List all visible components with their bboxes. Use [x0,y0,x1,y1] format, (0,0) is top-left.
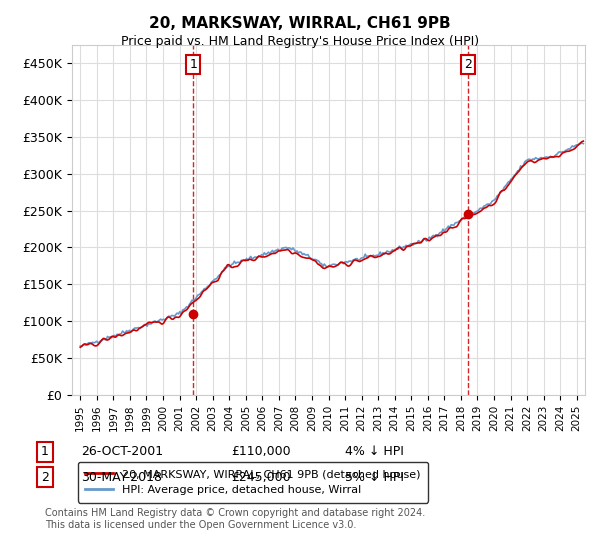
Text: 2: 2 [464,58,472,71]
Text: 2: 2 [41,470,49,484]
Text: 1: 1 [41,445,49,459]
Text: 30-MAY-2018: 30-MAY-2018 [81,470,162,484]
Text: Price paid vs. HM Land Registry's House Price Index (HPI): Price paid vs. HM Land Registry's House … [121,35,479,48]
Text: 4% ↓ HPI: 4% ↓ HPI [345,445,404,459]
Text: Contains HM Land Registry data © Crown copyright and database right 2024.
This d: Contains HM Land Registry data © Crown c… [45,508,425,530]
Text: £245,000: £245,000 [231,470,290,484]
Text: 20, MARKSWAY, WIRRAL, CH61 9PB: 20, MARKSWAY, WIRRAL, CH61 9PB [149,16,451,31]
Text: £110,000: £110,000 [231,445,290,459]
Legend: 20, MARKSWAY, WIRRAL, CH61 9PB (detached house), HPI: Average price, detached ho: 20, MARKSWAY, WIRRAL, CH61 9PB (detached… [77,461,428,503]
Text: 1: 1 [189,58,197,71]
Text: 5% ↓ HPI: 5% ↓ HPI [345,470,404,484]
Text: 26-OCT-2001: 26-OCT-2001 [81,445,163,459]
